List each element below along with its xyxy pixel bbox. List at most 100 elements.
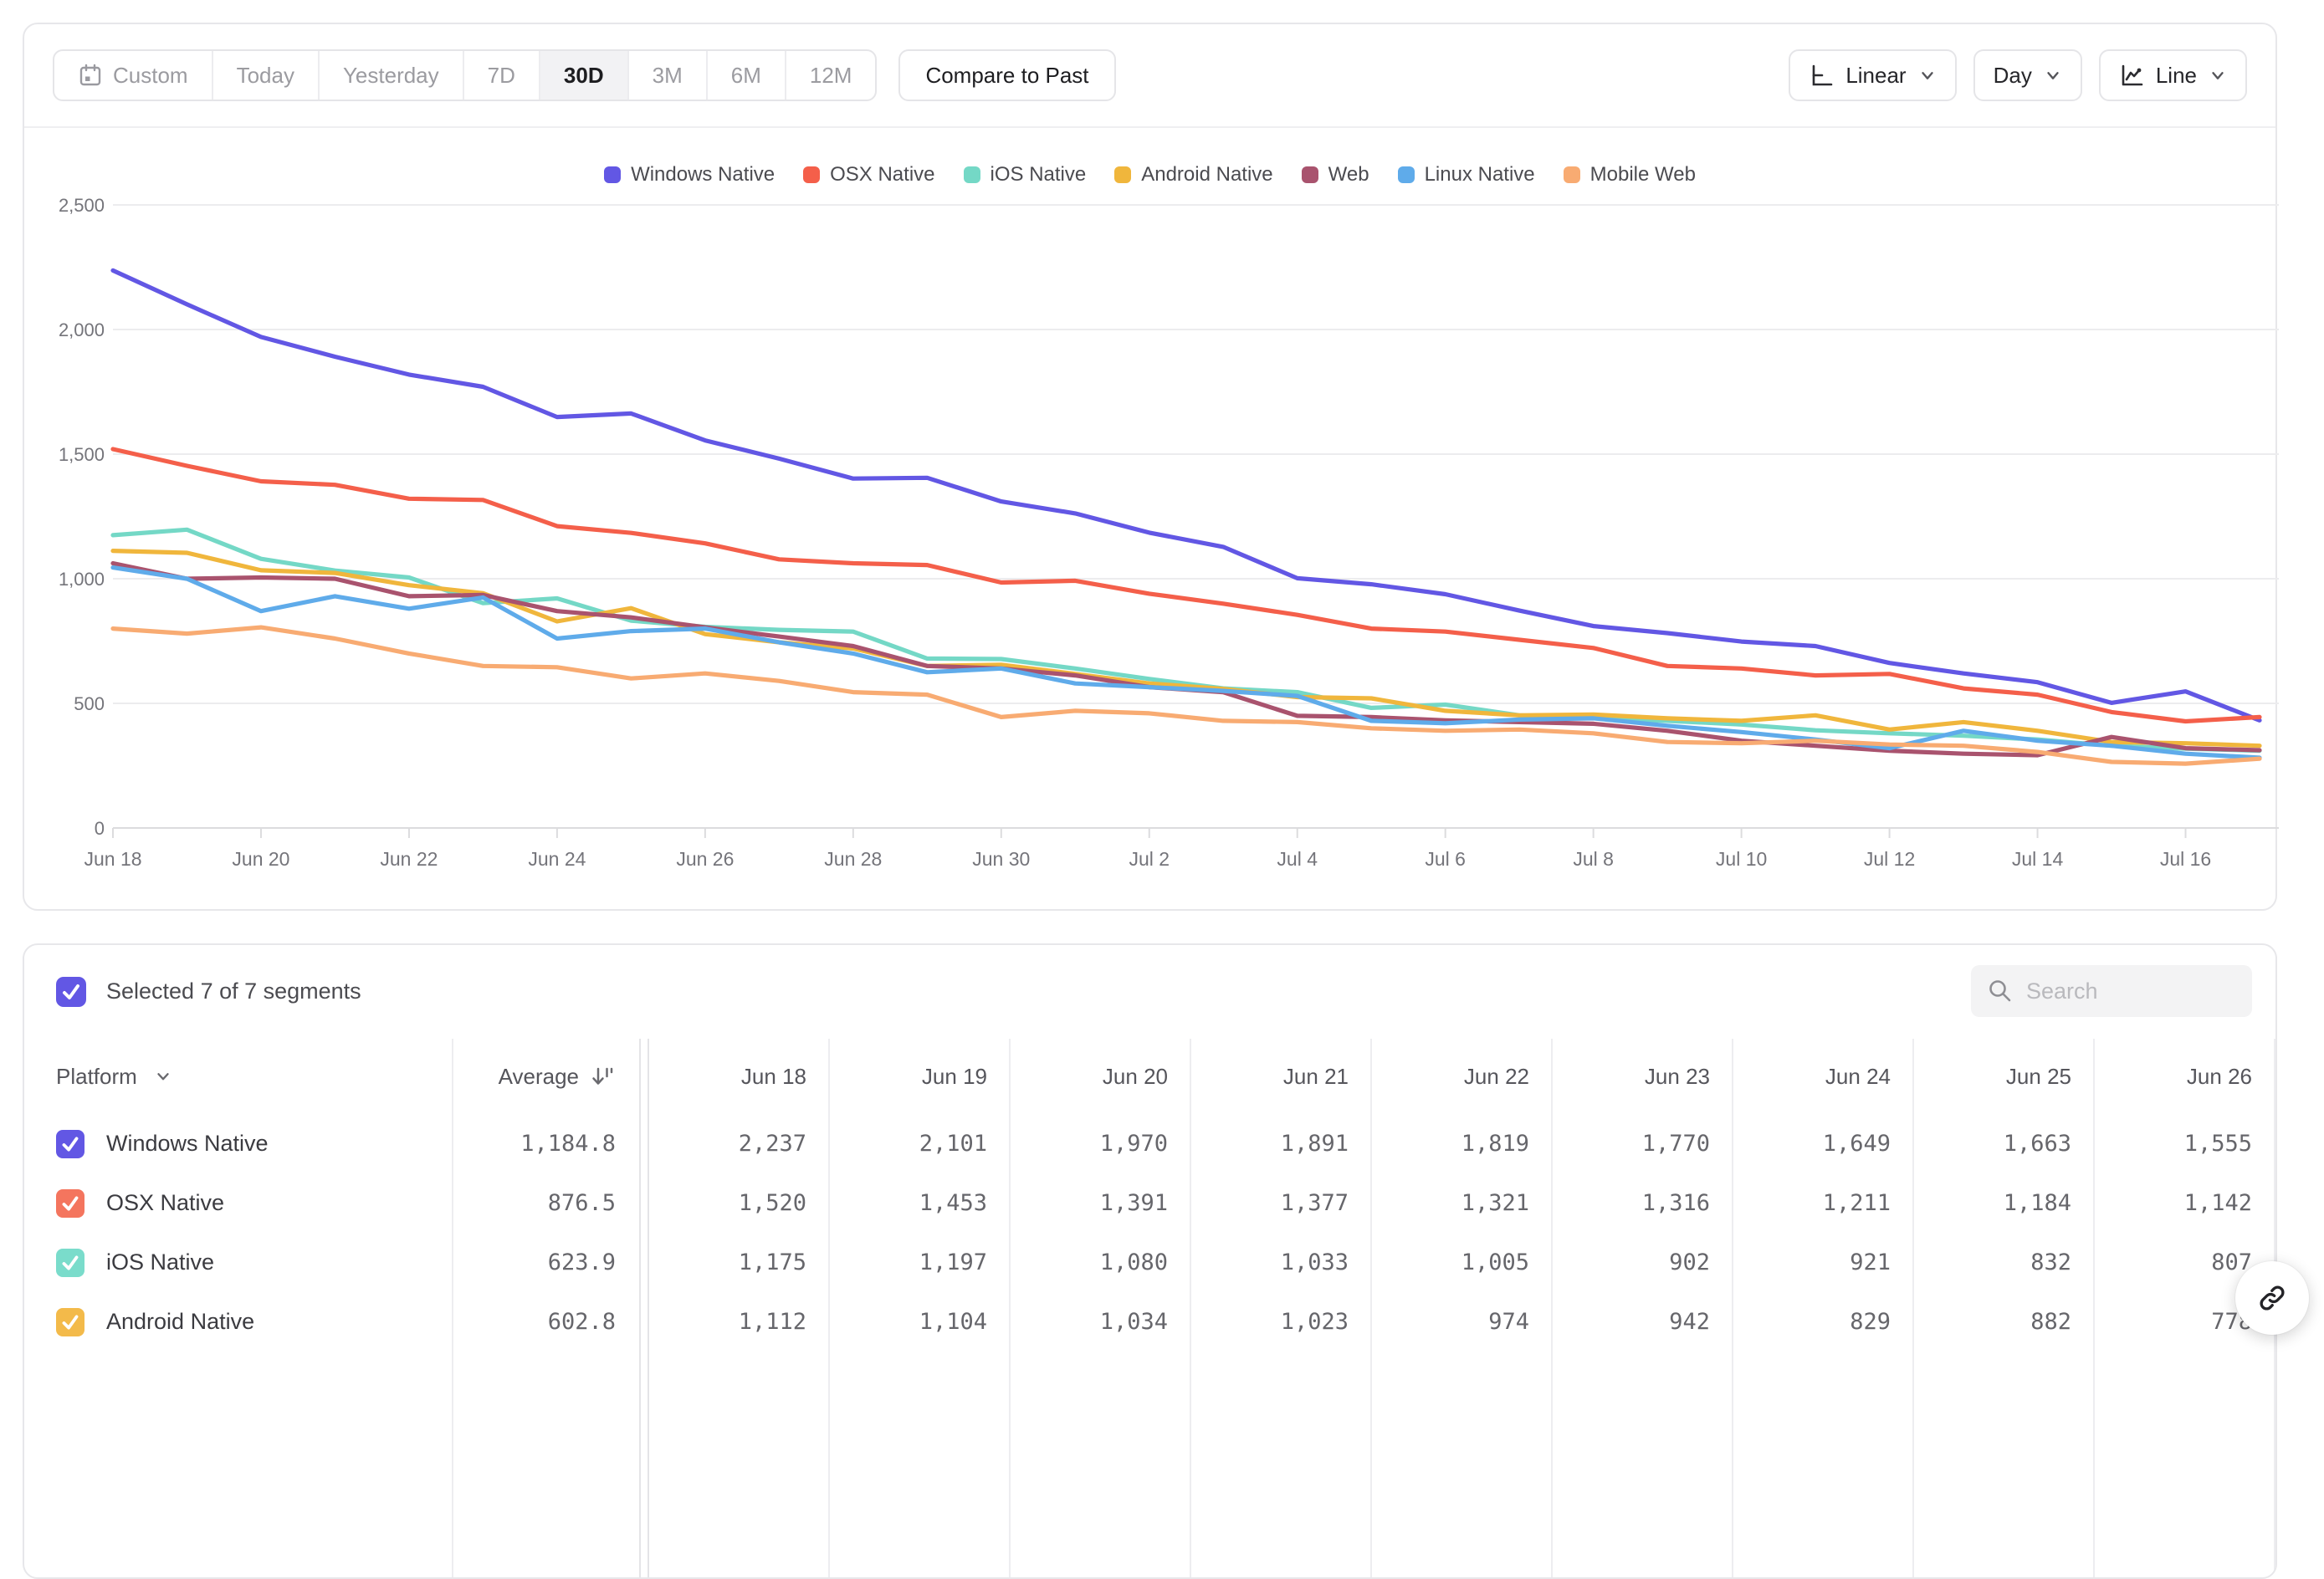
date-header-label: Jun 23 [1644, 1063, 1710, 1089]
value-cell: 902 [1553, 1233, 1733, 1292]
segment-checkbox[interactable] [56, 1188, 84, 1218]
segment-checkbox[interactable] [56, 1248, 84, 1277]
x-tick-label: Jun 28 [824, 848, 882, 870]
sort-descending-icon [589, 1063, 616, 1090]
average-value: 876.5 [547, 1190, 616, 1216]
cell-value: 829 [1850, 1309, 1891, 1335]
average-cell: 602.8 [453, 1292, 639, 1352]
range-option-today[interactable]: Today [211, 51, 318, 100]
segment-checkbox[interactable] [56, 1129, 84, 1158]
cell-value: 1,891 [1280, 1131, 1349, 1157]
range-option-12m[interactable]: 12M [784, 51, 876, 100]
table-body: Windows Native 1,184.8 2,237 2,101 1,970 1,89… [24, 1114, 2275, 1577]
value-cell: 1,005 [1372, 1233, 1553, 1292]
frozen-column-divider [639, 1352, 649, 1577]
range-option-label: 3M [652, 62, 683, 88]
value-cell: 1,770 [1553, 1114, 1733, 1173]
cell-value: 1,520 [738, 1190, 806, 1216]
date-column-header[interactable]: Jun 22 [1372, 1039, 1553, 1114]
range-option-7d[interactable]: 7D [462, 51, 539, 100]
value-cell: 1,453 [830, 1173, 1011, 1233]
legend-label: Android Native [1141, 163, 1273, 186]
date-column-header[interactable]: Jun 21 [1191, 1039, 1372, 1114]
value-cell: 1,377 [1191, 1173, 1372, 1233]
value-cell: 1,142 [2095, 1173, 2275, 1233]
legend-item[interactable]: Windows Native [604, 163, 775, 187]
cell-value: 807 [2211, 1249, 2252, 1275]
legend-item[interactable]: iOS Native [963, 163, 1086, 187]
legend-item[interactable]: Linux Native [1397, 163, 1535, 187]
series-line-android-native[interactable] [110, 549, 2262, 749]
cell-value: 1,005 [1461, 1249, 1529, 1275]
chart-card: Custom Today Yesterday 7D 30D 3M 6M 12M Compare… [23, 23, 2279, 911]
legend-item[interactable]: Android Native [1114, 163, 1273, 187]
range-option-label: Today [236, 62, 294, 88]
chevron-down-icon [2209, 66, 2227, 84]
search-input[interactable] [2026, 978, 2219, 1004]
date-column-header[interactable]: Jun 19 [830, 1039, 1011, 1114]
range-option-label: Custom [113, 62, 188, 88]
line-chart-icon [2119, 63, 2144, 88]
chart-type-dropdown[interactable]: Line [2098, 49, 2247, 101]
x-tick-label: Jun 18 [84, 848, 141, 870]
platform-cell [24, 1352, 453, 1577]
platform-column-header[interactable]: Platform [24, 1039, 453, 1114]
value-cell: 1,211 [1733, 1173, 1914, 1233]
legend-item[interactable]: Web [1301, 163, 1369, 187]
date-column-header[interactable]: Jun 23 [1553, 1039, 1733, 1114]
average-cell [453, 1352, 639, 1577]
series-line-mobile-web[interactable] [110, 625, 2262, 766]
date-column-header[interactable]: Jun 24 [1733, 1039, 1914, 1114]
value-cell [1733, 1352, 1914, 1577]
legend-label: Mobile Web [1589, 163, 1696, 186]
legend-swatch [604, 166, 622, 183]
range-option-3m[interactable]: 3M [627, 51, 706, 100]
chevron-down-icon [1918, 66, 1937, 84]
segment-checkbox[interactable] [56, 1307, 84, 1336]
value-cell [1914, 1352, 2095, 1577]
interval-dropdown-label: Day [1993, 62, 2032, 88]
range-option-custom[interactable]: Custom [54, 51, 212, 100]
range-option-30d[interactable]: 30D [538, 51, 627, 100]
scale-dropdown[interactable]: Linear [1789, 49, 1957, 101]
chevron-down-icon [2044, 66, 2062, 84]
series-line-windows-native[interactable] [110, 268, 2262, 723]
range-option-yesterday[interactable]: Yesterday [317, 51, 463, 100]
date-column-header[interactable]: Jun 18 [649, 1039, 830, 1114]
table-row: Android Native 602.8 1,112 1,104 1,034 1,023 9… [24, 1292, 2275, 1352]
average-cell: 876.5 [453, 1173, 639, 1233]
frozen-column-divider [639, 1233, 649, 1292]
cell-value: 1,316 [1641, 1190, 1710, 1216]
average-value: 1,184.8 [520, 1131, 616, 1157]
date-column-header[interactable]: Jun 26 [2095, 1039, 2275, 1114]
date-column-header[interactable]: Jun 25 [1914, 1039, 2095, 1114]
platform-cell: iOS Native [24, 1233, 453, 1292]
legend-item[interactable]: Mobile Web [1563, 163, 1696, 187]
value-cell: 1,555 [2095, 1114, 2275, 1173]
legend-item[interactable]: OSX Native [803, 163, 935, 187]
average-header-label: Average [498, 1063, 579, 1089]
cell-value: 1,023 [1280, 1309, 1349, 1335]
select-all-checkbox[interactable] [56, 977, 86, 1007]
average-column-header[interactable]: Average [453, 1039, 639, 1114]
x-tick-label: Jun 20 [232, 848, 289, 870]
segment-search [1971, 965, 2252, 1017]
x-tick-label: Jun 24 [528, 848, 586, 870]
platform-name: Windows Native [106, 1131, 269, 1156]
date-header-label: Jun 25 [2005, 1063, 2071, 1089]
range-option-6m[interactable]: 6M [705, 51, 785, 100]
check-icon [62, 1315, 79, 1329]
series-line-osx-native[interactable] [110, 447, 2262, 724]
date-column-header[interactable]: Jun 20 [1011, 1039, 1191, 1114]
legend-swatch [1301, 166, 1318, 183]
interval-dropdown[interactable]: Day [1973, 49, 2082, 101]
scale-dropdown-label: Linear [1845, 62, 1907, 88]
check-icon [62, 1255, 79, 1270]
compare-to-past-button[interactable]: Compare to Past [898, 49, 1116, 101]
chevron-down-icon [154, 1067, 172, 1086]
cell-value: 1,321 [1461, 1190, 1529, 1216]
copy-link-button[interactable] [2235, 1261, 2309, 1335]
cell-value: 1,770 [1641, 1131, 1710, 1157]
value-cell: 1,080 [1011, 1233, 1191, 1292]
platform-header-label: Platform [56, 1063, 137, 1089]
